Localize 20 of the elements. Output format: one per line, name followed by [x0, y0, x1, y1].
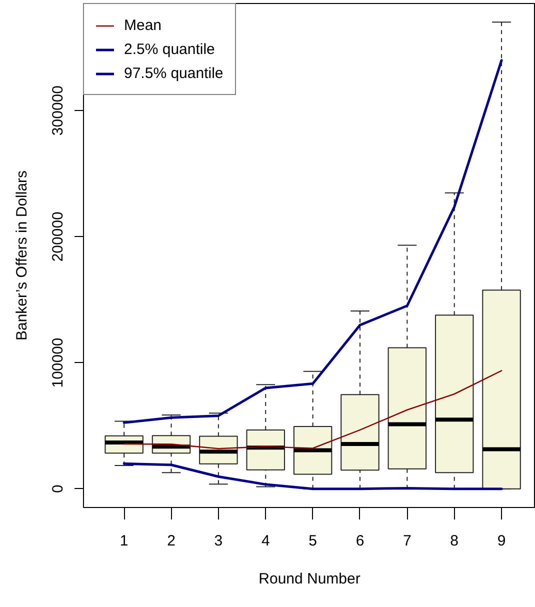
x-tick-label: 9	[497, 532, 506, 550]
legend-label: 97.5% quantile	[124, 64, 224, 82]
y-axis-title: Banker’s Offers in Dollars	[14, 170, 30, 341]
x-tick-label: 7	[402, 532, 412, 550]
x-tick-label: 1	[120, 532, 128, 550]
line-series	[122, 462, 503, 490]
y-tick-label: 0	[50, 484, 66, 494]
y-tick-label: 200000	[50, 212, 66, 262]
x-tick-label: 6	[356, 532, 364, 550]
y-tick-label: 100000	[50, 338, 66, 388]
legend-label: 2.5% quantile	[124, 40, 215, 58]
x-tick-label: 3	[214, 532, 223, 550]
legend-label: Mean	[124, 16, 162, 34]
x-tick-label: 4	[261, 532, 270, 550]
x-tick-label: 2	[167, 532, 176, 550]
x-axis-title: Round Number	[258, 570, 360, 588]
line-series	[122, 59, 503, 424]
x-tick-label: 5	[308, 532, 317, 550]
x-tick-label: 8	[450, 532, 459, 550]
y-tick-label: 300000	[50, 86, 66, 136]
